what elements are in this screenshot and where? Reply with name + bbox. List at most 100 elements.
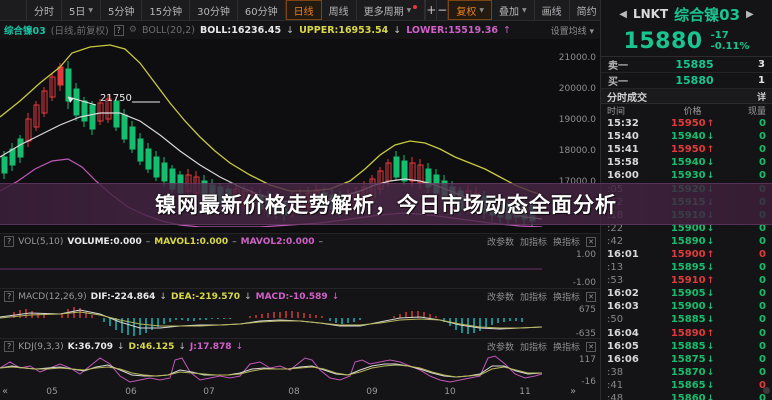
add-indicator-button[interactable]: 加指标 xyxy=(519,293,547,303)
period-button-daily[interactable]: 日线 xyxy=(285,0,322,20)
period-button-more[interactable]: 更多周期 ▼ xyxy=(357,0,426,20)
boll-lower-value: LOWER:15519.36 xyxy=(406,24,498,36)
overlay-button[interactable]: 叠加 ▼ xyxy=(492,0,535,20)
x-axis: « 05 06 07 08 09 10 11 » xyxy=(0,386,600,400)
arrow-down-icon: ↓ xyxy=(706,354,715,365)
period-button-fenshi[interactable]: 分时 xyxy=(26,0,62,20)
arrow-up-icon: ↑ xyxy=(706,145,715,156)
annotation-line-icon xyxy=(131,101,160,103)
arrow-down-icon: ↓ xyxy=(706,132,715,143)
mavol1-dash: – xyxy=(232,236,237,247)
adjust-button[interactable]: 复权 ▼ xyxy=(448,0,492,20)
arrow-up-icon: ↑ xyxy=(706,119,715,130)
dea-arrow: ↓ xyxy=(244,291,252,302)
set-ma-button[interactable]: 设置均线 ▾ xyxy=(550,26,594,37)
add-indicator-button[interactable]: 加指标 xyxy=(519,238,547,248)
zoom-in-button[interactable]: + xyxy=(426,0,438,20)
ticks-title-bar: 分时成交 详 xyxy=(601,89,772,104)
tick-price: 15900↓ xyxy=(670,222,715,234)
article-title-banner: 镍网最新价格走势解析，今日市场动态全面分析 xyxy=(0,183,772,225)
mavol1-value: MAVOL1:0.000 xyxy=(154,236,229,247)
price-annotation: 21750 xyxy=(67,93,160,106)
zoom-out-button[interactable]: − xyxy=(437,0,449,20)
help-icon[interactable]: ? xyxy=(4,291,15,302)
indicator-name: BOLL(20,2) xyxy=(142,24,195,36)
close-icon[interactable]: ✕ xyxy=(586,341,596,352)
scroll-left-button[interactable]: « xyxy=(2,386,9,397)
bid-row[interactable]: 买一 15880 1 xyxy=(601,73,772,89)
tick-row: :22 15900↓ 0 xyxy=(601,222,772,235)
tick-volume: 0 xyxy=(759,157,766,169)
change-params-button[interactable]: 改参数 xyxy=(486,343,514,353)
switch-indicator-button[interactable]: 换指标 xyxy=(552,238,580,248)
volume-panel-body[interactable]: 1.00 -1.00 xyxy=(0,249,600,289)
annotation-arrow-icon xyxy=(67,96,97,106)
ticks-detail-button[interactable]: 详 xyxy=(756,92,766,103)
chevron-left-icon[interactable]: ◀ xyxy=(619,8,627,20)
draw-line-button[interactable]: 画线 xyxy=(535,0,570,20)
bid-ask-table: 卖一 15885 3 买一 15880 1 xyxy=(601,56,772,89)
macd-indicator-name: MACD(12,26,9) xyxy=(18,291,87,302)
add-indicator-button[interactable]: 加指标 xyxy=(519,343,547,353)
period-button-5min[interactable]: 5分钟 xyxy=(101,0,143,20)
quote-change-block: -17 -0.11% xyxy=(711,30,750,52)
tick-time: 16:00 xyxy=(607,170,639,182)
period-button-30min[interactable]: 30分钟 xyxy=(190,0,238,20)
close-icon[interactable]: ✕ xyxy=(586,291,596,302)
close-icon[interactable]: ✕ xyxy=(586,236,596,247)
tick-volume: 0 xyxy=(759,288,766,300)
ask-row[interactable]: 卖一 15885 3 xyxy=(601,57,772,73)
period-button-15min[interactable]: 15分钟 xyxy=(142,0,191,20)
period-button-5day[interactable]: 5日 ▼ xyxy=(62,0,101,20)
tick-row: 16:06 15875↓ 0 xyxy=(601,353,772,366)
k-line xyxy=(0,363,542,378)
j-value: J:17.878 xyxy=(189,341,232,352)
dea-value: DEA:-219.570 xyxy=(170,291,241,302)
x-tick: 06 xyxy=(125,387,137,397)
column-price: 价格 xyxy=(683,107,702,117)
y-tick: 1.00 xyxy=(575,250,596,260)
kdj-panel-body[interactable]: 117 -16 xyxy=(0,354,600,387)
tick-row: 16:02 15905↓ 0 xyxy=(601,287,772,300)
volume-y-axis: 1.00 -1.00 xyxy=(542,249,600,289)
switch-indicator-button[interactable]: 换指标 xyxy=(552,293,580,303)
gear-icon[interactable]: ⚙ xyxy=(128,25,137,35)
ticks-title: 分时成交 xyxy=(607,92,647,104)
change-params-button[interactable]: 改参数 xyxy=(486,293,514,303)
quote-change-pct: -0.11% xyxy=(710,41,750,52)
y-tick: -1.00 xyxy=(572,278,596,288)
help-icon[interactable]: ? xyxy=(113,24,124,36)
arrow-up-icon: ↑ xyxy=(706,328,715,339)
scrollbar-handle[interactable] xyxy=(763,387,770,394)
change-params-button[interactable]: 改参数 xyxy=(486,238,514,248)
chevron-down-icon: ▼ xyxy=(479,6,484,14)
arrow-down-icon: ↓ xyxy=(706,341,715,352)
period-button-weekly[interactable]: 周线 xyxy=(322,0,357,20)
help-icon[interactable]: ? xyxy=(4,236,15,247)
volume-dash: – xyxy=(145,236,151,247)
indicator-info-bar: 综合镍03 (日线,前复权) ? ⚙ BOLL(20,2) BOLL:16236… xyxy=(0,21,600,39)
ticks-list[interactable]: 15:32 15950↑ 0 15:40 15940↓ 0 15:41 15950↑ 0 15:5… xyxy=(601,117,772,400)
x-tick: 07 xyxy=(203,387,215,397)
tick-time: 16:04 xyxy=(607,327,639,339)
switch-indicator-button[interactable]: 换指标 xyxy=(552,343,580,353)
arrow-down-icon: ↓ xyxy=(706,171,715,182)
ask-volume: 3 xyxy=(758,59,765,70)
bid-price: 15880 xyxy=(675,74,714,87)
tick-time: :38 xyxy=(607,366,624,378)
new-badge-dot xyxy=(413,5,418,9)
volume-value: VOLUME:0.000 xyxy=(67,236,142,247)
tick-row: :48 15860↓ 0 xyxy=(601,392,772,400)
tick-price: 15940↓ xyxy=(670,131,715,143)
chevron-right-icon[interactable]: ▶ xyxy=(746,8,754,20)
period-button-60min[interactable]: 60分钟 xyxy=(238,0,286,20)
y-tick: 675 xyxy=(578,305,596,315)
j-line xyxy=(0,355,542,383)
help-icon[interactable]: ? xyxy=(4,341,15,352)
tick-volume: 0 xyxy=(759,248,766,260)
scroll-right-button[interactable]: » xyxy=(570,386,577,397)
macd-panel-body[interactable]: 675 -635 xyxy=(0,304,600,339)
arrow-down-icon: ↓ xyxy=(706,236,715,247)
tick-row: :42 15890↓ 0 xyxy=(601,235,772,248)
